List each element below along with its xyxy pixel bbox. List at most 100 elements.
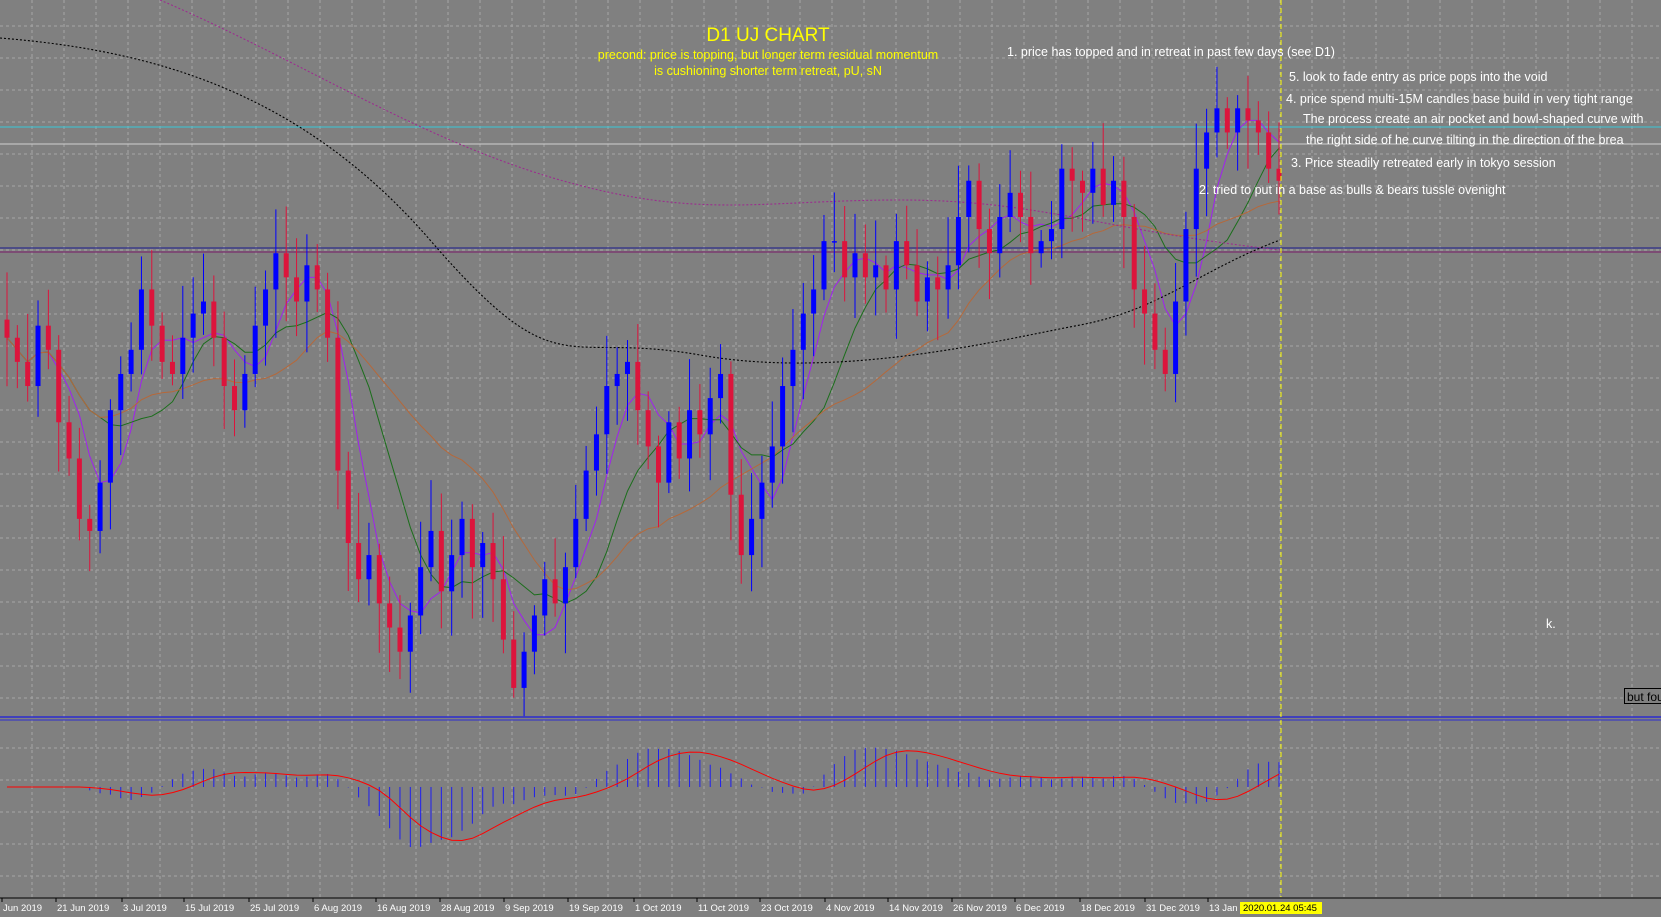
candle-body <box>304 265 310 302</box>
candle-body <box>397 627 403 652</box>
candle-body <box>35 325 41 387</box>
candle-body <box>759 482 765 519</box>
candle-body <box>1266 132 1272 169</box>
longest-ma <box>159 0 1281 251</box>
candle-body <box>449 555 455 592</box>
candle-body <box>1100 168 1106 205</box>
candle-body <box>1059 168 1065 230</box>
x-tick-label: 28 Aug 2019 <box>441 903 494 914</box>
x-tick-label: 19 Sep 2019 <box>569 903 623 914</box>
long-ma <box>0 37 1281 364</box>
candle-body <box>1204 132 1210 169</box>
candle-body <box>480 543 486 568</box>
candle-body <box>45 325 51 350</box>
candle-body <box>438 530 444 592</box>
candle-body <box>707 398 713 435</box>
candle-body <box>697 410 703 435</box>
candle-body <box>542 579 548 616</box>
x-tick-label: 18 Dec 2019 <box>1081 903 1135 914</box>
candle-body <box>1038 241 1044 254</box>
candle-body <box>469 518 475 568</box>
candle-body <box>1090 168 1096 193</box>
x-tick-label: 25 Jul 2019 <box>250 903 299 914</box>
x-tick-label: 6 Dec 2019 <box>1016 903 1065 914</box>
annotation-3: 3. Price steadily retreated early in tok… <box>1291 156 1556 170</box>
x-tick-label: 31 Dec 2019 <box>1146 903 1200 914</box>
candle-body <box>356 543 362 580</box>
candle-body <box>190 313 196 338</box>
x-tick-label: 23 Oct 2019 <box>761 903 813 914</box>
x-tick-label: 9 Sep 2019 <box>505 903 554 914</box>
x-axis: Jun 2019 21 Jun 2019 3 Jul 2019 15 Jul 2019… <box>1 898 1322 914</box>
x-tick-label: Jun 2019 <box>3 903 42 914</box>
candle-body <box>314 265 320 290</box>
chart-subtitle-line-2: is cushioning shorter term retreat, pU, … <box>654 64 882 78</box>
candle-body <box>283 253 289 278</box>
candle-body <box>211 301 217 338</box>
candle-body <box>780 386 786 447</box>
candle-body <box>1017 192 1023 217</box>
candle-body <box>294 277 300 302</box>
candle-body <box>666 422 672 483</box>
candle-body <box>14 337 20 362</box>
candle-body <box>1121 180 1127 217</box>
candle-body <box>873 265 879 278</box>
candle-body <box>25 361 31 387</box>
candle-body <box>583 470 589 519</box>
candle-body <box>687 410 693 459</box>
candle-body <box>800 313 806 350</box>
candle-body <box>811 289 817 314</box>
x-tick-label: 21 Jun 2019 <box>57 903 109 914</box>
candle-body <box>56 349 62 423</box>
candle-body <box>169 361 175 374</box>
candle-body <box>676 422 682 459</box>
candle-body <box>252 325 258 374</box>
candle-body <box>1162 349 1168 374</box>
moving-averages <box>0 0 1281 636</box>
candle-body <box>490 543 496 580</box>
candle-body <box>325 289 331 338</box>
candle-body <box>138 289 144 350</box>
candle-body <box>149 289 155 326</box>
candle-body <box>1193 168 1199 230</box>
candle-body <box>604 386 610 435</box>
chart-subtitle-line-1: precond: price is topping, but longer te… <box>598 48 938 62</box>
candle-body <box>242 373 248 411</box>
grid <box>0 0 1661 897</box>
annotation-4-cont-1: The process create an air pocket and bow… <box>1303 112 1644 126</box>
candle-body <box>862 253 868 278</box>
candle-body <box>893 241 899 290</box>
candle-body <box>955 216 961 266</box>
candle-body <box>180 337 186 374</box>
candle-body <box>1111 180 1117 205</box>
annotation-4-cont-2: the right side of he curve tilting in th… <box>1306 133 1624 147</box>
candle-body <box>821 241 827 290</box>
annotation-2: 2. tried to put in a base as bulls & bea… <box>1199 183 1506 197</box>
x-tick-label: 4 Nov 2019 <box>826 903 875 914</box>
candle-body <box>562 567 568 604</box>
candle-body <box>1183 229 1189 302</box>
candle-body <box>221 337 227 387</box>
candle-body <box>1131 216 1137 290</box>
candle-body <box>1048 229 1054 242</box>
candle-body <box>107 410 113 483</box>
candle-body <box>624 361 630 374</box>
candle-body <box>200 301 206 314</box>
candle-body <box>4 319 10 338</box>
x-tick-label: 3 Jul 2019 <box>123 903 167 914</box>
candle-body <box>997 216 1003 254</box>
cursor-time-label: 2020.01.24 05:45 <box>1243 903 1317 914</box>
horizontal-lines <box>0 126 1661 899</box>
candle-body <box>718 373 724 399</box>
candle-body <box>635 361 641 411</box>
candle-body <box>986 229 992 254</box>
candle-body <box>1152 313 1158 350</box>
candle-body <box>945 265 951 290</box>
candle-body <box>273 253 279 290</box>
osc-signal-line <box>7 750 1280 842</box>
candle-body <box>552 579 558 604</box>
candle-body <box>521 651 527 688</box>
candle-body <box>883 265 889 290</box>
candle-body <box>128 349 134 374</box>
